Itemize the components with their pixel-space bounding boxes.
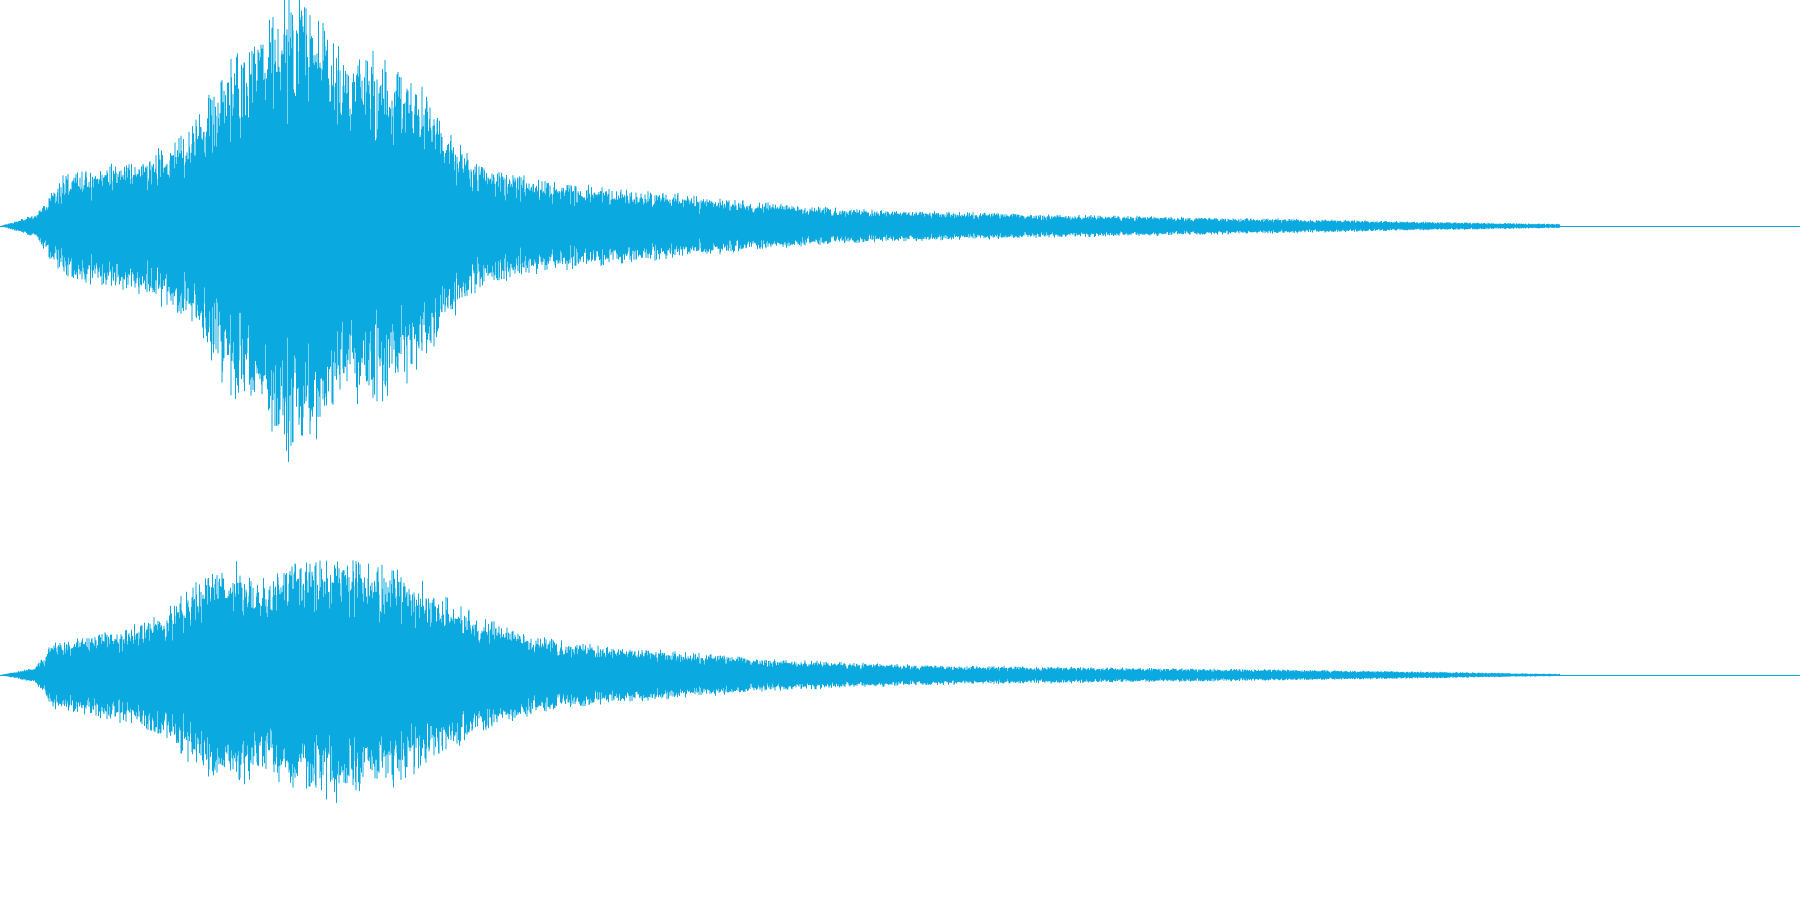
channel-1-core (0, 135, 1558, 317)
channel-2-core (0, 627, 1558, 723)
channel-1-waveform (0, 0, 1800, 462)
channel-2-waveform (0, 560, 1800, 803)
